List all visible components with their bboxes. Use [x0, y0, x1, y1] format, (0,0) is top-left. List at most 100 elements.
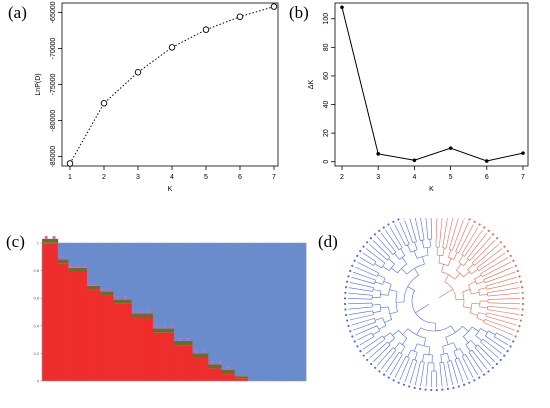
bar-segment	[263, 243, 267, 381]
tree-branch	[445, 218, 454, 249]
bar-segment	[292, 243, 296, 381]
tree-arc	[420, 325, 452, 332]
data-point	[134, 68, 142, 76]
bar-segment	[52, 238, 56, 243]
tree-branch	[438, 289, 453, 299]
tree-arc	[467, 269, 472, 275]
tree-branch	[439, 362, 443, 387]
y-tick-label: 0.4	[33, 323, 39, 328]
tree-branch	[462, 289, 471, 293]
tree-branch	[458, 255, 464, 263]
tree-branch	[414, 242, 418, 250]
tree-tip	[370, 362, 373, 366]
bar-segment	[187, 345, 191, 381]
tree-arc	[484, 330, 489, 337]
tree-branch	[444, 274, 449, 282]
tree-tip	[369, 237, 373, 240]
tree-arc	[382, 317, 387, 326]
tree-tip	[435, 388, 438, 392]
tree-branch	[382, 266, 390, 272]
tree-arc	[399, 255, 406, 260]
tree-branch	[440, 354, 443, 363]
tree-branch	[351, 276, 375, 285]
tree-arc	[395, 291, 398, 312]
tree-branch	[348, 298, 373, 300]
bar-segment	[179, 338, 183, 341]
bar-segment	[76, 265, 80, 268]
bar-segment	[226, 243, 230, 368]
tree-branch	[453, 342, 458, 350]
tree-arc	[463, 326, 473, 337]
tree-tip	[402, 383, 405, 386]
bar-segment	[110, 295, 114, 381]
tree-branch	[402, 338, 408, 345]
bar-segment	[49, 238, 53, 243]
chart-b-delta-k: 2 3 4 5 6 7 0 20 40 60 80 100 K ΔK	[308, 2, 529, 193]
tree-arc	[373, 261, 377, 266]
bar-segment	[195, 357, 199, 381]
tree-tip	[344, 308, 347, 311]
bar-segment	[152, 243, 156, 329]
data-point	[521, 151, 525, 155]
tree-tip	[362, 354, 365, 357]
tree-branch	[476, 317, 485, 322]
bar-segment	[229, 369, 233, 375]
bar-segment	[210, 368, 214, 381]
tree-tip	[365, 241, 369, 244]
tree-branch	[475, 335, 482, 341]
tree-tip	[520, 286, 524, 289]
bar-segment	[176, 340, 180, 346]
tree-branch	[494, 336, 509, 346]
bar-segment	[200, 243, 204, 354]
bar-segment	[49, 243, 53, 381]
bar-segment	[213, 364, 217, 369]
tree-tip	[506, 350, 509, 353]
tree-arc	[405, 355, 410, 359]
x-tick-label: 2	[102, 174, 106, 181]
y-tick-label: -75000	[50, 73, 57, 95]
bar-segment	[150, 243, 154, 314]
bar-segment	[100, 291, 104, 296]
tree-arc	[476, 267, 479, 271]
tree-tip	[351, 335, 354, 338]
tree-branch	[426, 247, 429, 256]
tree-tip	[478, 223, 481, 226]
bar-segment	[150, 317, 154, 381]
tree-tip	[487, 229, 490, 232]
bar-segment	[115, 296, 119, 300]
tree-arc	[478, 289, 480, 296]
tree-tip	[487, 370, 490, 373]
x-tick-label: 3	[136, 174, 140, 181]
bar-segment	[142, 313, 146, 318]
bar-segment	[55, 243, 59, 381]
tree-arc	[399, 352, 403, 355]
tree-branch	[381, 349, 397, 370]
tree-branch	[369, 244, 388, 261]
tree-branch	[480, 328, 488, 333]
tree-branch	[442, 346, 445, 355]
tree-branch	[435, 322, 437, 331]
tree-branch	[380, 306, 389, 309]
bar-segment	[113, 303, 117, 381]
tree-branch	[404, 359, 414, 383]
tree-branch	[447, 361, 454, 385]
tree-branch	[465, 344, 471, 352]
x-tick-label: 5	[449, 174, 453, 181]
bar-segment	[200, 353, 204, 358]
bar-segment	[200, 357, 204, 381]
tree-branch	[425, 362, 429, 387]
bar-segment	[221, 374, 225, 381]
tree-branch	[392, 330, 399, 336]
tree-branch	[394, 224, 406, 246]
bar-segment	[126, 299, 130, 304]
bar-segment	[179, 345, 183, 381]
bar-segment	[57, 243, 61, 260]
tree-arc	[420, 361, 425, 363]
tree-branch	[394, 342, 400, 349]
tree-branch	[448, 249, 452, 258]
tree-tip	[382, 373, 386, 376]
tree-branch	[372, 240, 391, 258]
tree-branch	[399, 357, 410, 381]
bar-segment	[210, 361, 214, 365]
tree-branch	[438, 255, 441, 264]
